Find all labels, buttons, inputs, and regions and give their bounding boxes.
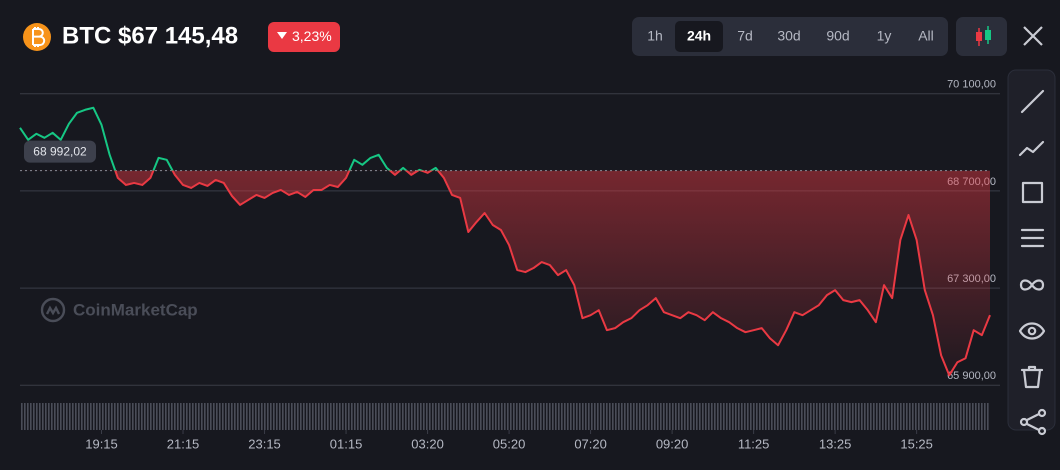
close-button[interactable]: [1023, 26, 1043, 46]
title: BTC $67 145,48: [62, 22, 238, 49]
down-arrow: [277, 32, 287, 39]
y-tick-label: 70 100,00: [947, 79, 996, 91]
reference-label: 68 992,02: [33, 144, 87, 158]
x-tick-label: 11:25: [738, 436, 770, 451]
price-line: [19, 106, 991, 377]
timeframe-button[interactable]: 1h: [647, 28, 663, 44]
measure-tool[interactable]: [1019, 279, 1045, 291]
timeframe-button[interactable]: All: [918, 28, 934, 44]
timeframe-button[interactable]: 7d: [737, 28, 753, 44]
timeframe-button[interactable]: 1y: [877, 28, 892, 44]
x-tick-label: 03:20: [411, 436, 444, 451]
candle-icon: [976, 26, 991, 46]
x-tick-label: 21:15: [167, 436, 200, 451]
eye-pupil: [1027, 326, 1037, 336]
visibility-tool[interactable]: [1018, 322, 1046, 340]
x-tick-label: 09:20: [656, 436, 689, 451]
timeframe-selected: [675, 21, 723, 52]
timeframe-button[interactable]: 90d: [826, 28, 849, 44]
timeframe-button[interactable]: 24h: [687, 28, 711, 44]
delete-tool[interactable]: [1020, 365, 1044, 389]
below-reference-area: [20, 170, 990, 376]
share-dot: [1019, 417, 1029, 427]
change-badge: [268, 22, 340, 52]
x-tick-label: 07:20: [574, 436, 607, 451]
x-tick-label: 15:25: [900, 436, 933, 451]
watermark-logo: [40, 297, 66, 323]
fib-tool[interactable]: [1020, 228, 1045, 248]
volume-bars: [20, 403, 990, 430]
x-tick-label: 23:15: [248, 436, 281, 451]
trend-tool[interactable]: [1018, 140, 1045, 157]
rect-tool[interactable]: [1021, 181, 1044, 204]
x-tick-label: 01:15: [330, 436, 363, 451]
y-tick-label: 65 900,00: [947, 370, 996, 382]
watermark: CoinMarketCap: [73, 300, 198, 319]
timeframe-button[interactable]: 30d: [777, 28, 800, 44]
x-tick-label: 13:25: [819, 436, 852, 451]
reference-label-box: [24, 140, 96, 163]
line-tool[interactable]: [1020, 89, 1045, 114]
x-tick-label: 05:20: [493, 436, 526, 451]
change-text: 3,23%: [292, 28, 332, 44]
x-tick-label: 19:15: [85, 436, 118, 451]
toolbar: [1007, 69, 1056, 436]
share-tool[interactable]: [1025, 412, 1041, 432]
coin-icon: [23, 23, 51, 51]
